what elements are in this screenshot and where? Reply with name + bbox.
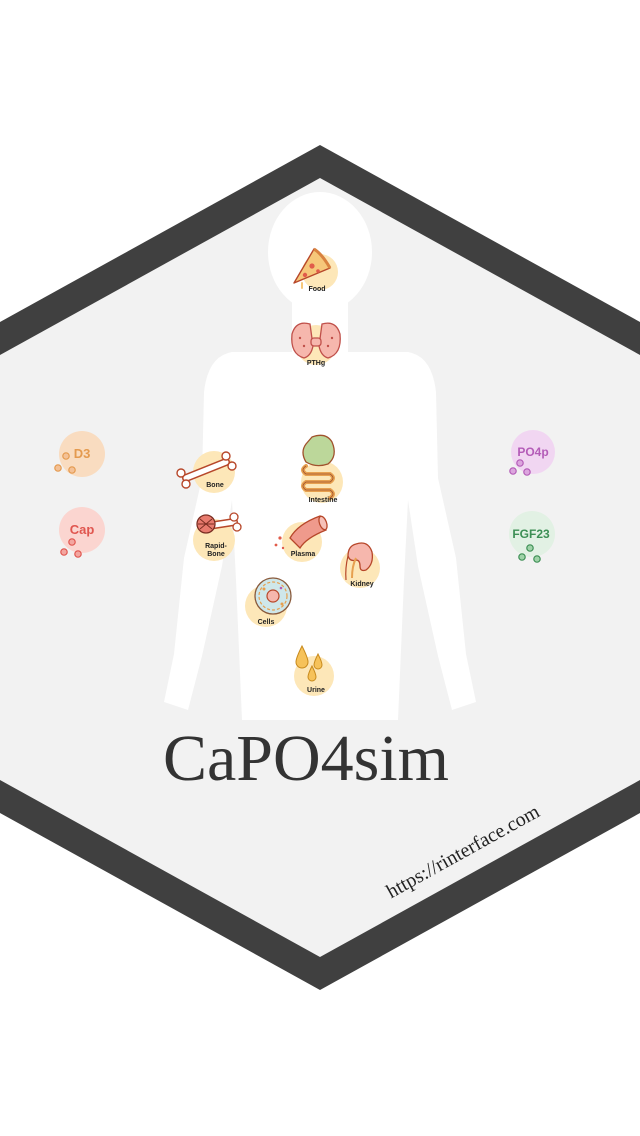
kidney-icon bbox=[345, 542, 374, 581]
urine-drops-icon bbox=[295, 644, 323, 682]
node-food[interactable]: Food bbox=[293, 247, 338, 293]
app-title: CaPO4sim bbox=[163, 722, 449, 795]
hormone-d3-label: D3 bbox=[74, 446, 91, 461]
hormone-cap[interactable]: Cap bbox=[59, 507, 105, 558]
node-cells-label: Cells bbox=[258, 619, 275, 626]
node-intestine-label: Intestine bbox=[309, 497, 338, 504]
cell-icon bbox=[254, 577, 292, 615]
blood-vessel-icon bbox=[274, 515, 328, 550]
node-urine[interactable]: Urine bbox=[294, 644, 334, 696]
node-plasma[interactable]: Plasma bbox=[274, 515, 329, 562]
hormone-fgf23-label: FGF23 bbox=[512, 527, 550, 541]
node-plasma-label: Plasma bbox=[291, 551, 316, 558]
fgf23-molecules-icon bbox=[518, 544, 541, 563]
hormone-po4p-label: PO4p bbox=[517, 445, 548, 459]
node-kidney-label: Kidney bbox=[350, 581, 373, 588]
node-bone[interactable]: Bone bbox=[176, 451, 237, 493]
node-urine-label: Urine bbox=[307, 687, 325, 694]
node-intestine[interactable]: Intestine bbox=[301, 434, 343, 504]
pizza-icon bbox=[293, 247, 332, 289]
hormone-d3[interactable]: D3 bbox=[54, 431, 105, 477]
d3-molecules-icon bbox=[54, 452, 76, 474]
node-rapid-bone-label-line1: Rapid- bbox=[205, 543, 227, 550]
node-rapid-bone-label-line2: Bone bbox=[207, 551, 225, 558]
node-bone-label: Bone bbox=[206, 482, 224, 489]
node-pthg[interactable]: PTHg bbox=[291, 322, 341, 367]
intestine-icon bbox=[301, 434, 335, 500]
node-kidney[interactable]: Kidney bbox=[340, 542, 380, 588]
hormone-cap-label: Cap bbox=[70, 522, 95, 537]
po4p-molecules-icon bbox=[509, 459, 531, 476]
node-food-label: Food bbox=[308, 286, 325, 293]
hormone-fgf23[interactable]: FGF23 bbox=[509, 511, 555, 563]
rapid-bone-icon bbox=[196, 512, 242, 534]
node-pthg-label: PTHg bbox=[307, 360, 325, 367]
hormone-po4p[interactable]: PO4p bbox=[509, 430, 555, 476]
node-rapid-bone[interactable]: Rapid- Bone bbox=[193, 512, 242, 561]
bone-icon bbox=[176, 451, 237, 489]
cap-molecules-icon bbox=[60, 538, 82, 558]
thyroid-icon bbox=[291, 322, 341, 359]
node-cells[interactable]: Cells bbox=[245, 577, 292, 627]
